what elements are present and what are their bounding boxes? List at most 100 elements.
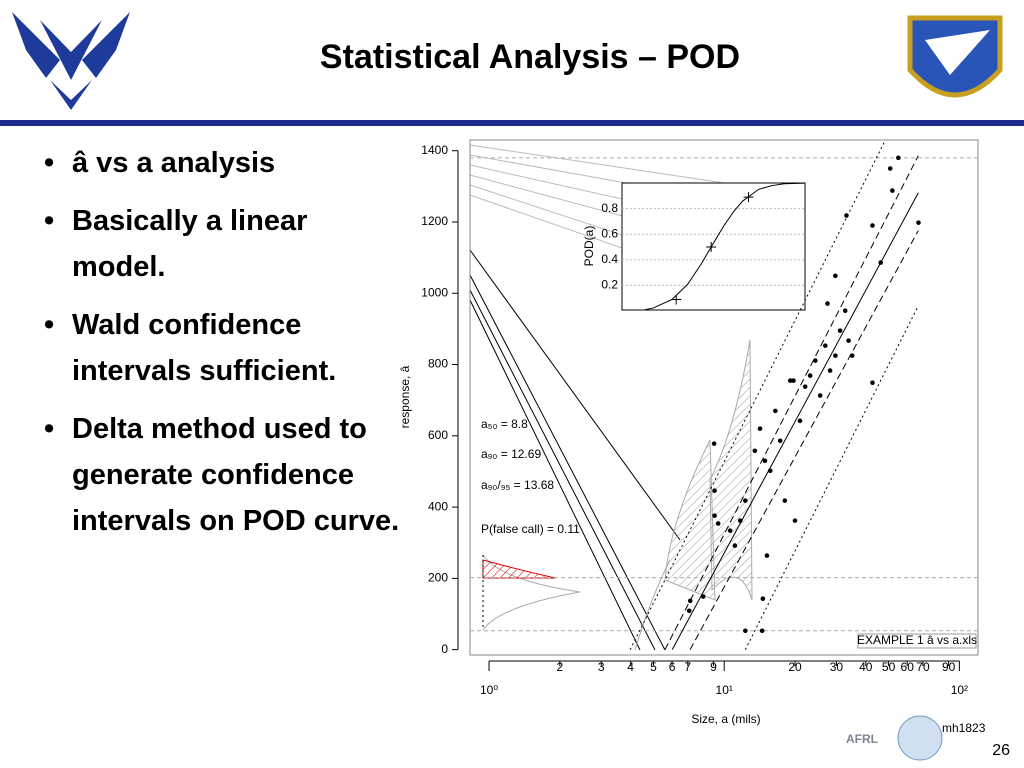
x-tick-label: 50 bbox=[882, 660, 896, 674]
globe bbox=[897, 715, 943, 761]
fit-line bbox=[689, 230, 919, 650]
data-point bbox=[759, 628, 765, 634]
data-point bbox=[732, 543, 738, 548]
data-point bbox=[712, 488, 717, 493]
inset-y-label: POD(a) bbox=[582, 226, 596, 267]
data-point bbox=[743, 498, 748, 503]
data-point bbox=[752, 448, 758, 454]
data-point bbox=[807, 373, 813, 378]
source-label: EXAMPLE 1 â vs a.xls bbox=[857, 633, 977, 647]
inset-y-tick-label: 0.2 bbox=[601, 278, 618, 292]
usaf-logo bbox=[12, 12, 130, 110]
data-point bbox=[878, 260, 884, 265]
data-point bbox=[792, 518, 798, 523]
data-point bbox=[837, 328, 843, 333]
data-point bbox=[782, 498, 788, 503]
afrl-shield bbox=[907, 15, 1003, 98]
bullet: Delta method used to generate confidence… bbox=[44, 406, 404, 544]
x-tick-label: 9 bbox=[710, 660, 717, 674]
y-tick-label: 600 bbox=[428, 428, 448, 442]
data-point bbox=[727, 528, 733, 533]
data-point bbox=[700, 594, 706, 599]
data-point bbox=[870, 223, 875, 228]
bullet-list: â vs a analysis Basically a linear model.… bbox=[44, 140, 404, 556]
data-point bbox=[825, 301, 830, 306]
bullet: â vs a analysis bbox=[44, 140, 404, 186]
x-tick-label: 2 bbox=[556, 660, 563, 674]
data-point bbox=[842, 308, 848, 314]
inset-y-tick-label: 0.8 bbox=[601, 201, 618, 215]
data-point bbox=[849, 353, 855, 358]
data-point bbox=[712, 513, 717, 518]
annotation: a₉₀/₉₅ = 13.68 bbox=[481, 478, 554, 492]
data-point bbox=[762, 458, 768, 464]
data-point bbox=[822, 343, 828, 348]
data-point bbox=[870, 380, 875, 386]
fit-line bbox=[671, 192, 919, 650]
plot-frame bbox=[469, 139, 979, 656]
x-tick-label: 30 bbox=[830, 660, 844, 674]
slide-title: Statistical Analysis – POD bbox=[319, 38, 741, 76]
data-point bbox=[844, 213, 849, 218]
data-point bbox=[797, 418, 803, 424]
y-tick-label: 400 bbox=[428, 499, 448, 513]
data-point bbox=[817, 393, 823, 398]
page-number: 26 bbox=[992, 742, 1010, 759]
data-point bbox=[777, 438, 783, 444]
data-point bbox=[887, 166, 893, 171]
x-tick-label: 10⁰ bbox=[480, 683, 498, 697]
x-tick-label: 20 bbox=[788, 660, 802, 674]
pod-marker bbox=[671, 294, 682, 305]
data-point bbox=[715, 521, 721, 526]
data-point bbox=[846, 338, 851, 343]
data-point bbox=[791, 378, 796, 383]
data-point bbox=[686, 608, 692, 614]
x-axis-label: Size, a (mils) bbox=[691, 712, 760, 726]
data-point bbox=[743, 628, 748, 634]
data-point bbox=[711, 441, 717, 446]
bullet: Basically a linear model. bbox=[44, 198, 404, 290]
data-point bbox=[773, 408, 778, 414]
data-point bbox=[890, 188, 895, 193]
model-lines bbox=[469, 249, 681, 651]
y-tick-label: 1200 bbox=[421, 214, 448, 228]
data-point bbox=[764, 553, 770, 558]
annotation: P(false call) = 0.11 bbox=[481, 522, 580, 536]
x-tick-label: 3 bbox=[598, 660, 605, 674]
author-label: mh1823 bbox=[942, 721, 986, 735]
x-tick-label: 90 bbox=[942, 660, 956, 674]
y-tick-label: 1400 bbox=[421, 143, 448, 157]
pod-marker bbox=[743, 192, 754, 203]
data-point bbox=[760, 596, 766, 601]
inset-y-tick-label: 0.4 bbox=[601, 252, 618, 266]
response-densities bbox=[482, 339, 753, 651]
pod-marker bbox=[706, 242, 717, 252]
data-point bbox=[813, 358, 818, 363]
data-point bbox=[787, 378, 793, 383]
x-tick-label: 10² bbox=[951, 683, 968, 697]
x-tick-label: 4 bbox=[627, 660, 634, 674]
data-point bbox=[757, 426, 763, 431]
data-point bbox=[916, 220, 921, 225]
bullet: Wald confidence intervals sufficient. bbox=[44, 302, 404, 394]
footer-logo: AFRL bbox=[846, 732, 878, 746]
y-tick-label: 0 bbox=[441, 642, 448, 656]
y-axis-label: response, â bbox=[398, 365, 412, 428]
source-box bbox=[857, 633, 977, 649]
x-tick-label: 70 bbox=[916, 660, 930, 674]
x-tick-label: 60 bbox=[901, 660, 915, 674]
data-point bbox=[802, 384, 808, 389]
y-tick-label: 200 bbox=[428, 571, 448, 585]
inset-y-tick-label: 0.6 bbox=[601, 226, 618, 240]
y-tick-label: 1000 bbox=[421, 285, 448, 299]
data-point bbox=[833, 273, 838, 279]
data-point bbox=[833, 353, 838, 358]
data-point bbox=[767, 468, 773, 474]
x-tick-label: 10¹ bbox=[716, 683, 733, 697]
x-tick-label: 40 bbox=[859, 660, 873, 674]
x-tick-label: 7 bbox=[684, 660, 691, 674]
x-tick-label: 6 bbox=[669, 660, 676, 674]
y-tick-label: 800 bbox=[428, 357, 448, 371]
